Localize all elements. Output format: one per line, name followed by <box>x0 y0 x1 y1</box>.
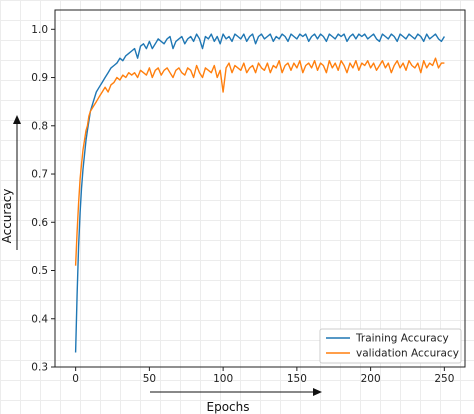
series-lines <box>74 33 445 353</box>
x-tick-label: 0 <box>72 373 79 385</box>
plot-frame <box>54 9 466 368</box>
training-accuracy-line <box>74 33 445 353</box>
y-tick-label: 0.6 <box>31 217 48 229</box>
y-axis-arrow-head <box>13 115 21 124</box>
x-axis-ticks: 0 50 100 150 200 250 <box>72 367 454 385</box>
x-tick-label: 250 <box>434 373 454 385</box>
x-axis-label: Epochs <box>207 400 250 414</box>
y-tick-label: 1.0 <box>31 24 48 36</box>
x-tick-label: 100 <box>213 373 233 385</box>
y-tick-label: 0.4 <box>31 313 48 325</box>
legend: Training Accuracy validation Accuracy <box>319 328 462 364</box>
y-axis-label: Accuracy <box>0 189 14 244</box>
x-tick-label: 50 <box>143 373 156 385</box>
y-tick-label: 0.9 <box>31 72 48 84</box>
x-tick-label: 200 <box>361 373 381 385</box>
validation-accuracy-line <box>74 57 445 266</box>
legend-label-validation: validation Accuracy <box>356 348 459 360</box>
y-tick-label: 0.7 <box>31 169 48 181</box>
y-tick-label: 0.5 <box>31 265 48 277</box>
x-axis-arrow-head <box>313 388 322 396</box>
legend-label-training: Training Accuracy <box>355 333 449 345</box>
legend-box <box>319 328 462 364</box>
x-tick-label: 150 <box>287 373 307 385</box>
y-tick-label: 0.3 <box>31 362 48 374</box>
y-tick-label: 0.8 <box>31 120 48 132</box>
y-axis-ticks: 0.3 0.4 0.5 0.6 0.7 0.8 0.9 1.0 <box>31 24 55 374</box>
